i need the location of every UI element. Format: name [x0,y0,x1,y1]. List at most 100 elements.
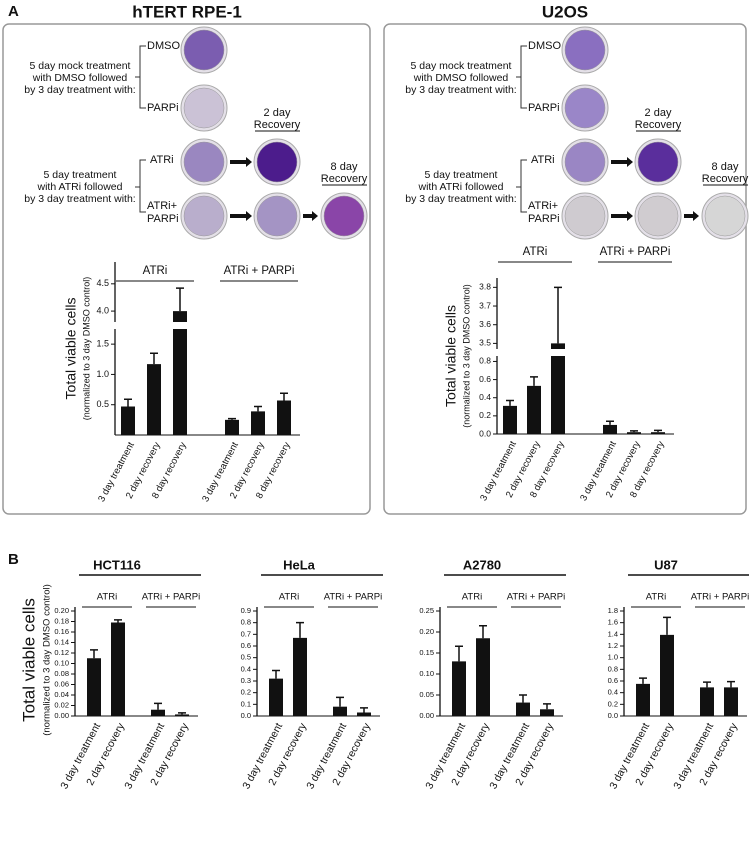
plate-label: PARPi [147,213,179,225]
treatment-text: 5 day treatment [44,169,117,181]
y-axis-label: Total viable cells [443,305,459,407]
treatment-text: with ATRi followed [36,181,122,193]
y-tick-label: 0.12 [54,648,69,657]
group-label: ATRi + PARPi [600,246,671,258]
bar [225,419,239,435]
y-tick-label: 1.0 [608,653,618,662]
bracket [135,45,146,109]
y-tick-label: 4.0 [96,305,109,315]
bar [293,637,307,716]
treatment-text: with DMSO followed [32,72,128,84]
y-tick-label: 0.0 [241,711,251,720]
y-tick-label: 0.04 [54,690,69,699]
y-tick-label: 0.5 [96,399,109,409]
plate-well [256,195,298,237]
bar [700,687,714,716]
bar [147,364,161,435]
y-axis-label: Total viable cells [63,298,79,400]
bar [603,424,617,434]
error-bar [639,677,647,684]
error-bar [228,417,236,420]
plate-well [637,141,679,183]
error-bar [630,430,638,433]
y-tick-label: 0.2 [241,688,251,697]
plate-label: DMSO [528,40,561,52]
arrow [611,211,633,221]
group-label: ATRi [279,592,299,603]
y-tick-label: 0.0 [608,711,618,720]
y-tick-label: 3.7 [479,300,491,310]
y-tick-label: 0.3 [241,676,251,685]
y-axis-sublabel: (normalized to 3 day DMSO control) [42,584,53,736]
group-label: ATRi [97,592,117,603]
group-label: ATRi + PARPi [691,592,749,603]
y-tick-label: 1.6 [608,618,618,627]
bracket [516,159,527,213]
error-bar [654,429,662,433]
group-label: ATRi [523,246,548,258]
y-tick-label: 0.8 [479,356,491,366]
plate-label: PARPi [147,102,179,114]
panel-box [2,23,371,515]
plate-well [564,141,606,183]
group-label: ATRi [646,592,666,603]
treatment-text: 5 day mock treatment [30,60,131,72]
y-tick-label: 0.02 [54,700,69,709]
y-tick-label: 3.5 [479,338,491,348]
error-bar [178,712,186,715]
arrow [684,211,699,221]
y-tick-label: 0.4 [608,688,618,697]
y-axis-sublabel: (normalized to 3 day DMSO control) [81,277,91,421]
plate-well [564,87,606,129]
error-bar [703,681,711,688]
error-bar [272,669,280,679]
cell-line-title: U2OS [542,2,588,21]
error-bar [530,376,538,386]
recovery-label: Recovery [254,119,301,131]
recovery-label: Recovery [702,173,749,185]
chart-title: HCT116 [93,557,141,572]
bar [540,709,554,716]
error-bar [154,702,162,710]
y-tick-label: 0.20 [54,606,69,615]
error-bar [360,707,368,713]
y-axis-label: Total viable cells [19,598,38,722]
plate-well [183,141,225,183]
error-bar [663,616,671,635]
bar [173,311,187,435]
error-bar [280,392,288,401]
plate-well [564,29,606,71]
error-bar [114,619,122,623]
bar [277,400,291,435]
plate-label: ATRi+ [147,200,177,212]
treatment-text: with ATRi followed [417,181,503,193]
treatment-text: by 3 day treatment with: [24,193,135,205]
panel-label: A [8,3,19,20]
treatment-text: 5 day mock treatment [411,60,512,72]
bar [527,385,541,434]
y-tick-label: 4.5 [96,278,109,288]
y-tick-label: 0.8 [241,618,251,627]
plate-well [183,29,225,71]
bar [476,638,490,716]
bar [516,702,530,716]
y-tick-label: 0.20 [419,627,434,636]
bar [724,687,738,716]
y-tick-label: 0.10 [54,658,69,667]
y-axis-sublabel: (normalized to 3 day DMSO control) [461,284,471,428]
y-tick-label: 3.6 [479,319,491,329]
error-bar [176,287,184,312]
y-tick-label: 0.0 [479,428,491,438]
y-tick-label: 0.00 [419,711,434,720]
y-tick-label: 1.8 [608,606,618,615]
y-tick-label: 0.18 [54,616,69,625]
error-bar [554,286,562,344]
panel-box [383,23,747,515]
group-label: ATRi [462,592,482,603]
group-label: ATRi + PARPi [324,592,383,603]
error-bar [479,624,487,639]
bar [357,712,371,716]
treatment-text: by 3 day treatment with: [405,193,516,205]
plate-well [564,195,606,237]
